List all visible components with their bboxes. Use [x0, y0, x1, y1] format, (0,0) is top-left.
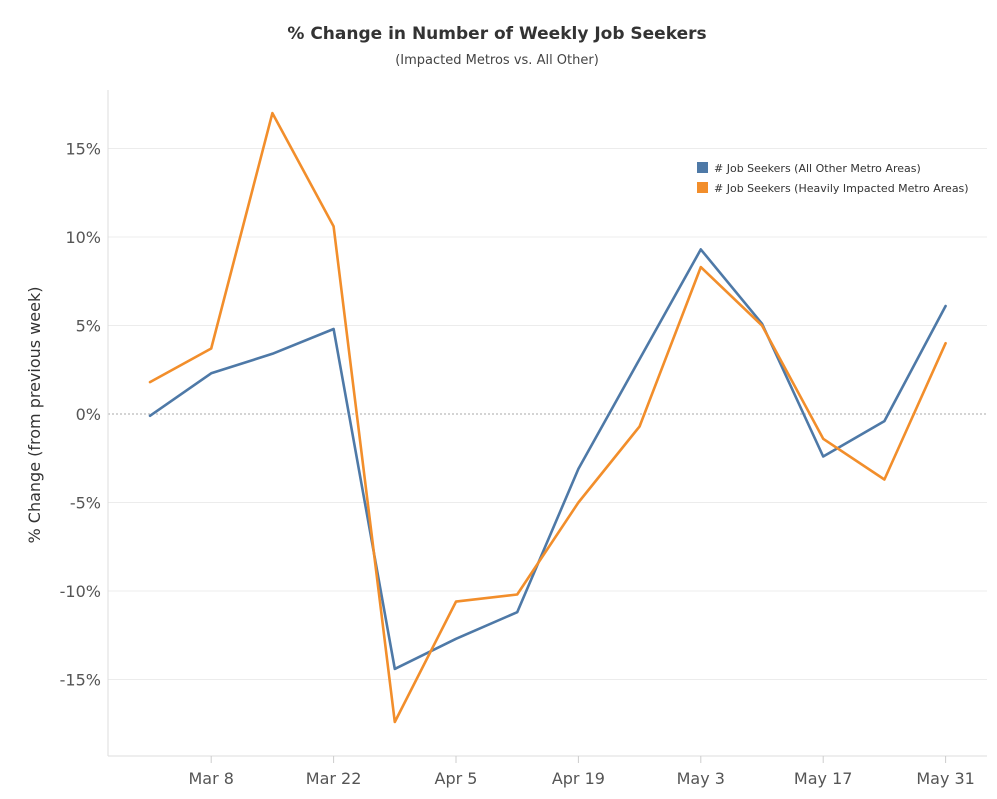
- y-tick-label: 5%: [76, 317, 101, 336]
- legend-swatch: [697, 162, 708, 173]
- x-tick-label: Mar 22: [306, 769, 362, 788]
- x-tick-label: May 17: [794, 769, 853, 788]
- legend-label: # Job Seekers (Heavily Impacted Metro Ar…: [714, 182, 969, 195]
- x-tick-label: Apr 5: [435, 769, 478, 788]
- y-tick-label: 10%: [65, 228, 101, 247]
- y-tick-label: 15%: [65, 140, 101, 159]
- x-tick-label: May 3: [677, 769, 725, 788]
- y-tick-label: -5%: [70, 494, 101, 513]
- axis-layer: 15% 10% 5% 0% -5% -10% -15% Mar 8 Mar 22 Apr 5 Apr…: [60, 90, 987, 788]
- y-tick-label: -10%: [60, 582, 101, 601]
- series-line-1: [148, 248, 947, 671]
- y-axis-label: % Change (from previous week): [25, 287, 44, 544]
- x-tick-label: May 31: [916, 769, 975, 788]
- chart-title: % Change in Number of Weekly Job Seekers: [287, 24, 706, 44]
- chart-subtitle: (Impacted Metros vs. All Other): [395, 53, 599, 68]
- grid-layer: [108, 148, 987, 680]
- x-tick-label: Apr 19: [552, 769, 605, 788]
- legend-label: # Job Seekers (All Other Metro Areas): [714, 162, 921, 175]
- series-line-2: [148, 111, 947, 724]
- y-tick-label: -15%: [60, 671, 101, 690]
- legend-swatch: [697, 182, 708, 193]
- y-tick-label: 0%: [76, 405, 101, 424]
- x-tick-label: Mar 8: [188, 769, 233, 788]
- series-layer: [148, 111, 947, 724]
- legend: # Job Seekers (All Other Metro Areas) # J…: [697, 162, 969, 195]
